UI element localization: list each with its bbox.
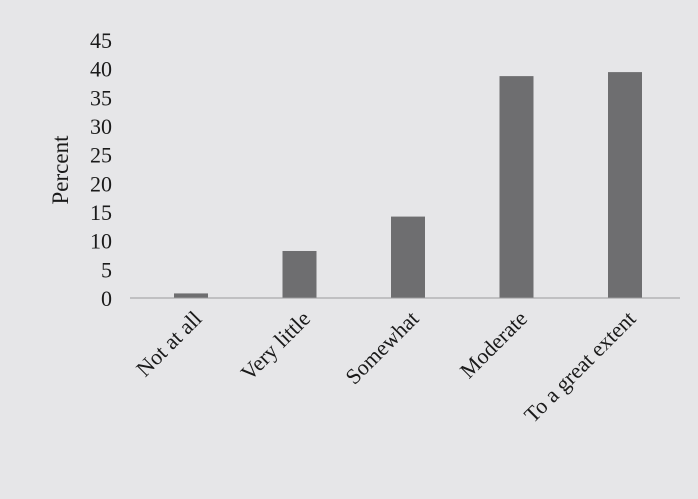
y-tick-label: 25 <box>90 143 112 168</box>
bar <box>499 76 534 299</box>
bar <box>391 216 425 298</box>
y-tick-label: 0 <box>101 286 112 311</box>
y-tick-label: 45 <box>90 28 112 53</box>
y-tick-label: 30 <box>90 114 112 139</box>
y-tick-label: 40 <box>90 57 112 82</box>
y-axis-title: Percent <box>48 135 73 205</box>
y-tick-label: 20 <box>90 171 112 196</box>
bar <box>174 293 208 298</box>
y-tick-label: 15 <box>90 200 112 225</box>
bar <box>282 250 317 298</box>
bar <box>608 72 642 299</box>
y-tick-label: 10 <box>90 229 112 254</box>
y-tick-label: 5 <box>101 257 112 282</box>
bars-group <box>174 72 642 299</box>
y-axis-ticks: 0 5 10 15 20 25 30 35 40 45 <box>90 28 112 311</box>
y-tick-label: 35 <box>90 85 112 110</box>
